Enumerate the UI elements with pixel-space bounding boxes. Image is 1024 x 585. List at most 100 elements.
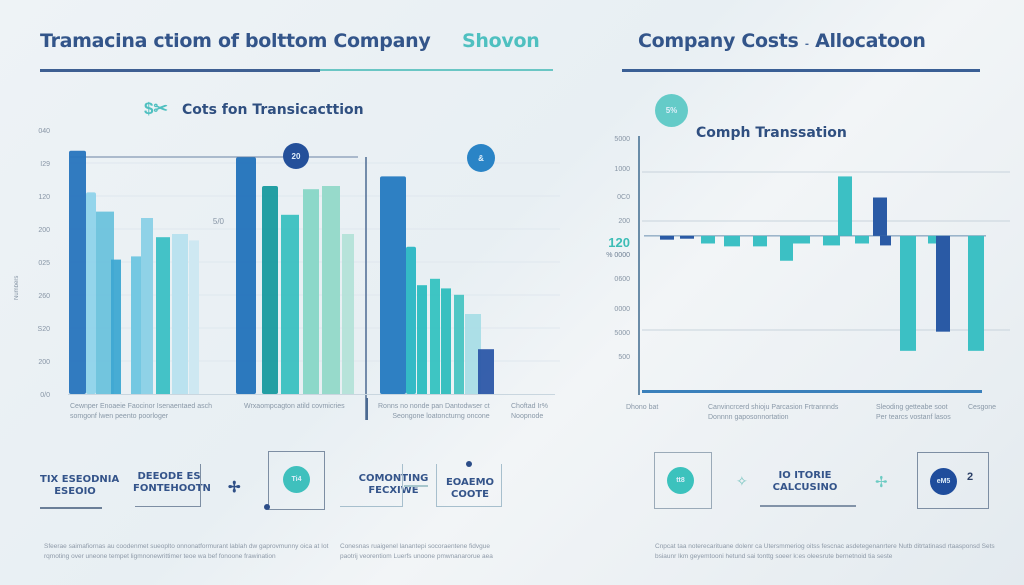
caption-line: Cesgone	[968, 404, 997, 411]
caption-line: Wrxaompcagton atild covmicries	[244, 403, 345, 410]
left-panel-title: Tramacina ctiom of bolttom Company	[40, 30, 431, 52]
flow-card-3: Ti4	[268, 451, 325, 510]
bar	[262, 186, 278, 394]
caption-line: Choftad Ir%	[511, 403, 548, 410]
caption-divider	[366, 398, 368, 420]
y-tick-label: I29	[40, 161, 50, 168]
bar	[141, 218, 153, 394]
bar	[406, 246, 416, 394]
bar	[753, 235, 767, 247]
bar	[855, 235, 869, 244]
y-tick-label: 200	[38, 359, 50, 366]
bar	[189, 240, 199, 394]
bar	[430, 278, 440, 394]
bar	[441, 288, 451, 394]
left-caption-3: Ronns no nonde pan Dantodwser ct Seongon…	[378, 402, 490, 422]
right-title-rule	[622, 69, 980, 72]
bar	[380, 176, 406, 394]
bar	[838, 176, 852, 236]
card-line: ESEOIO	[54, 486, 96, 497]
bar	[936, 235, 950, 332]
bar	[823, 235, 840, 246]
flow-card-4: COMONTING FECXIWE	[356, 473, 431, 497]
left-title-rule-teal	[320, 69, 553, 71]
bar	[780, 235, 793, 261]
left-title-main: Tramacina ctiom of bolttom Company	[40, 30, 431, 52]
flow-card-5: EOAEMO COOTE	[440, 477, 500, 501]
left-title-rule-navy	[40, 69, 320, 72]
right-caption-4: Cesgone	[968, 403, 996, 413]
caption-line: Ronns no nonde pan Dantodwser ct	[378, 403, 490, 410]
right-chart: 5000 1000 0C0 200 0600 0000 5000 500	[590, 120, 1022, 400]
bar	[928, 235, 942, 244]
right-highlight-value: 120	[608, 235, 630, 250]
flow-card-8-value: 2	[967, 471, 974, 483]
bar	[454, 294, 464, 394]
caption-line: Canvincrcerd shioju Parcasion Frtrannnds	[708, 404, 839, 411]
connector-dot	[466, 461, 472, 467]
bar	[968, 235, 984, 351]
caption-line: Sleoding getteabe soot	[876, 404, 948, 411]
flow-card-2: DEEODE ES FONTEHOOTN	[133, 471, 211, 495]
bar	[156, 237, 170, 394]
y-tick-label: 500	[618, 354, 630, 361]
flow-connector-line	[404, 485, 428, 487]
flow-card-8: eM5 2	[917, 452, 989, 509]
card-line: DEEODE ES	[137, 471, 201, 482]
right-chart-svg: 5000 1000 0C0 200 0600 0000 5000 500	[614, 136, 1022, 395]
bar	[478, 349, 494, 394]
paragraph-line: paotrij veorentiom Luerfs unoone pmwnana…	[340, 553, 493, 560]
bar	[86, 192, 96, 394]
paragraph-line: rqmoting over uneone tempet ligmnonewrit…	[44, 553, 276, 560]
left-y-axis-label: Numbers	[14, 275, 20, 300]
card-line: FECXIWE	[368, 485, 419, 496]
bar	[303, 189, 319, 394]
y-tick-label: 200	[38, 227, 50, 234]
bottom-left-paragraph-2: Conesnas ruaigenel lanantepi socoraenten…	[340, 542, 493, 562]
y-tick-label: 5000	[614, 136, 630, 143]
left-badge-2: &	[467, 144, 495, 172]
caption-line: Noopnode	[511, 413, 544, 420]
caption-line: Per tearcs vostanf lasos	[876, 414, 951, 421]
bar	[660, 235, 674, 240]
paragraph-line: Sfeerae saimafiornas au coodenmet sueopl…	[44, 543, 329, 550]
right-panel-title: Company Costs - Allocatoon	[638, 30, 926, 52]
caption-line: Donnnn gaposonnortation	[708, 414, 789, 421]
paragraph-line: bsiaunr lkm geyemtooni hetund sai tonttg…	[655, 553, 893, 560]
left-chart: 040 I29 120 200 025 260 S20 200 0/0	[0, 118, 580, 438]
bar	[342, 234, 354, 394]
paragraph-line: Conesnas ruaigenel lanantepi socoraenten…	[340, 543, 490, 550]
right-caption-2: Canvincrcerd shioju Parcasion Frtrannnds…	[708, 403, 838, 423]
bar	[131, 256, 141, 394]
bottom-right-paragraph: Cnpcat taa noterecarituane dolenr ca Ute…	[655, 542, 995, 562]
card-line: CALCUSINO	[772, 482, 838, 493]
y-tick-label: S20	[38, 326, 51, 333]
y-tick-label: 025	[38, 260, 50, 267]
y-tick-label: 0/0	[40, 392, 50, 399]
y-tick-label: 120	[38, 194, 50, 201]
card-line: COOTE	[451, 489, 489, 500]
card-line: IO ITORIE	[778, 470, 832, 481]
bar	[724, 235, 740, 247]
right-title-accent: Allocatoon	[815, 30, 926, 52]
paragraph-line: Cnpcat taa noterecarituane dolenr ca Ute…	[655, 543, 995, 550]
card-line: COMONTING	[358, 473, 429, 484]
left-caption-4: Choftad Ir% Noopnode	[511, 402, 548, 422]
caption-line: Seongone loatoncturng oncone	[392, 413, 490, 420]
flow-card-1-underline	[40, 507, 102, 509]
left-badge-1: 20	[283, 143, 309, 169]
y-tick-label: 0000	[614, 306, 630, 313]
sparkle-icon: ✧	[736, 473, 748, 489]
bottom-left-paragraph-1: Sfeerae saimafiornas au coodenmet sueopl…	[44, 542, 328, 562]
plus-icon: ✢	[228, 479, 241, 496]
left-title-accent: Shovon	[462, 30, 540, 52]
right-chart-subtitle: Comph Transsation	[696, 125, 847, 141]
y-tick-label: 1000	[614, 166, 630, 173]
bar	[465, 314, 481, 394]
bar	[172, 234, 188, 394]
connector-dot	[264, 504, 270, 510]
right-highlight-sub: % 0000	[606, 252, 630, 259]
flow-card-3-badge: Ti4	[283, 466, 310, 493]
right-title-sep: -	[804, 39, 809, 50]
right-caption-1: Dhono bat	[626, 403, 658, 413]
